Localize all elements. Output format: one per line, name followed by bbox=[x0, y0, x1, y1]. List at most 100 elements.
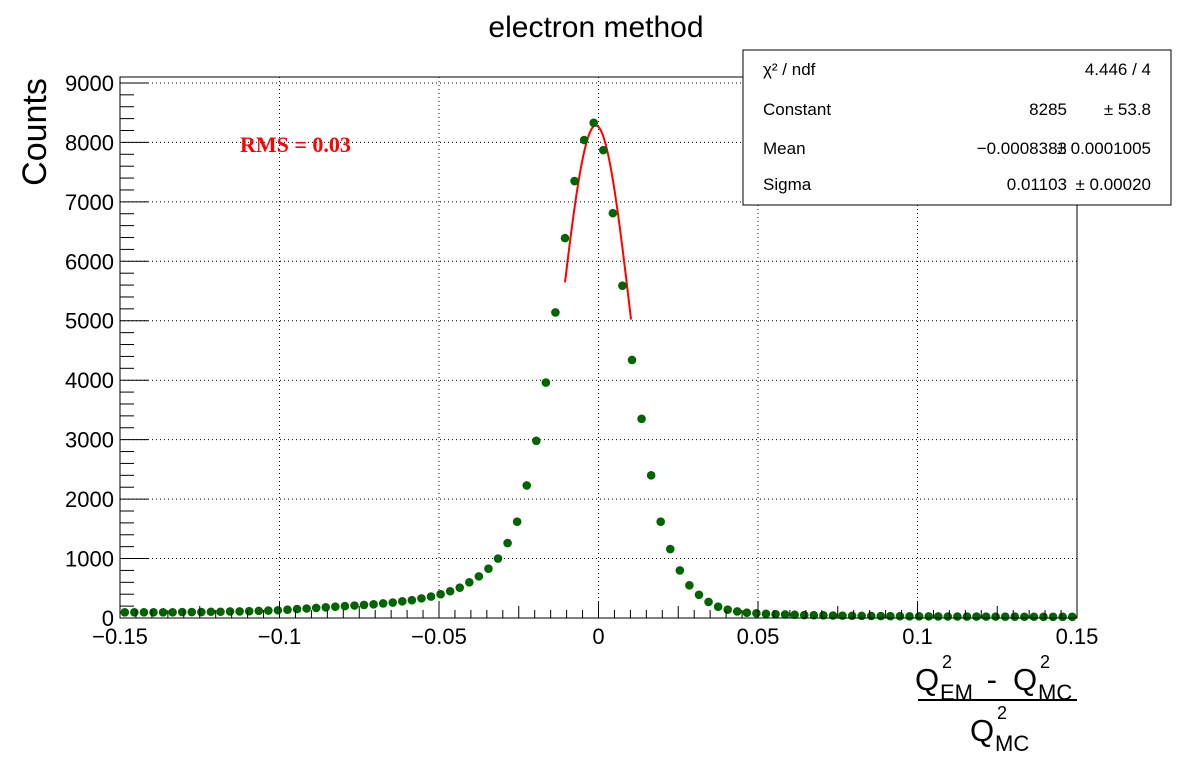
y-tick-label: 5000 bbox=[65, 309, 114, 334]
data-point bbox=[235, 607, 244, 616]
x-num-a-sup: 2 bbox=[942, 652, 952, 672]
x-tick-label: 0 bbox=[592, 624, 604, 649]
x-tick-label: 0.15 bbox=[1056, 624, 1099, 649]
stats-error: ± 0.00020 bbox=[1075, 175, 1151, 194]
data-point bbox=[685, 581, 694, 590]
data-point bbox=[254, 606, 264, 616]
gaussian-fit-curve bbox=[564, 124, 633, 320]
stats-value: 8285 bbox=[1029, 100, 1067, 119]
data-point bbox=[168, 608, 177, 617]
data-point bbox=[637, 414, 646, 424]
data-point bbox=[991, 612, 1000, 621]
rms-annotation: RMS = 0.03 bbox=[240, 132, 351, 157]
y-tick-label: 1000 bbox=[65, 547, 114, 572]
data-point bbox=[149, 608, 158, 617]
stats-error: ± 0.0001005 bbox=[1057, 139, 1151, 158]
data-point bbox=[876, 611, 886, 621]
y-tick-labels: 0 1000 2000 3000 4000 5000 6000 7000 8000 9000 bbox=[65, 71, 114, 631]
data-point bbox=[417, 594, 426, 603]
data-point bbox=[933, 612, 943, 621]
data-point bbox=[206, 607, 216, 617]
x-axis-label: Q 2 EM - Q 2 MC Q 2 MC bbox=[915, 652, 1077, 756]
data-point bbox=[465, 578, 474, 587]
data-point bbox=[283, 605, 292, 614]
data-point bbox=[857, 611, 866, 621]
x-den-a: Q bbox=[970, 713, 994, 748]
y-tick-label: 7000 bbox=[65, 190, 114, 215]
x-tick-label: 0.05 bbox=[737, 624, 780, 649]
data-point bbox=[359, 600, 369, 610]
data-point bbox=[398, 597, 407, 606]
data-point bbox=[503, 538, 512, 548]
data-point bbox=[953, 612, 962, 621]
y-tick-label: 8000 bbox=[65, 130, 114, 155]
data-point bbox=[838, 611, 847, 620]
stats-label: Mean bbox=[763, 139, 806, 158]
x-axis-label-numerator: Q 2 EM - Q 2 MC bbox=[915, 652, 1072, 705]
data-point bbox=[139, 608, 149, 617]
data-point bbox=[828, 611, 838, 620]
stats-error: ± 53.8 bbox=[1104, 100, 1151, 119]
data-point bbox=[627, 355, 637, 365]
x-den-a-sup: 2 bbox=[997, 703, 1007, 723]
data-point bbox=[752, 608, 761, 618]
y-tick-label: 4000 bbox=[65, 368, 114, 393]
data-point bbox=[216, 607, 225, 617]
data-point bbox=[273, 605, 283, 615]
data-point bbox=[225, 607, 235, 616]
data-point bbox=[905, 611, 914, 621]
y-axis-label: Counts bbox=[16, 78, 54, 186]
data-point bbox=[675, 566, 685, 575]
data-point bbox=[579, 135, 589, 145]
data-point bbox=[1048, 612, 1058, 622]
x-axis-label-denominator: Q 2 MC bbox=[970, 703, 1029, 756]
data-point bbox=[981, 612, 991, 621]
data-point bbox=[618, 281, 627, 290]
x-tick-label: 0.1 bbox=[902, 624, 933, 649]
data-point bbox=[704, 597, 713, 607]
x-num-b: Q bbox=[1013, 662, 1037, 697]
data-point bbox=[1010, 612, 1020, 621]
stats-box-frame bbox=[742, 49, 1172, 206]
data-point bbox=[809, 610, 819, 620]
data-point bbox=[474, 572, 484, 581]
data-point bbox=[819, 611, 828, 620]
data-point bbox=[895, 611, 905, 621]
data-point bbox=[551, 308, 560, 317]
data-point bbox=[608, 208, 618, 218]
x-tick-label: −0.15 bbox=[92, 624, 148, 649]
chart-title: electron method bbox=[488, 11, 703, 44]
stats-value: −0.0008383 bbox=[977, 139, 1067, 158]
data-point bbox=[331, 602, 340, 611]
data-point bbox=[292, 604, 302, 614]
data-point bbox=[120, 608, 130, 617]
data-point bbox=[512, 517, 522, 526]
data-point bbox=[761, 609, 771, 619]
stats-label: Sigma bbox=[763, 175, 812, 194]
data-point bbox=[790, 610, 799, 620]
data-point bbox=[1000, 612, 1010, 621]
data-point bbox=[771, 609, 780, 619]
y-tick-label: 6000 bbox=[65, 249, 114, 274]
data-point bbox=[1039, 612, 1048, 622]
x-den-a-sub: MC bbox=[995, 731, 1029, 756]
data-point bbox=[732, 607, 742, 616]
data-point bbox=[321, 603, 331, 612]
data-point bbox=[598, 145, 608, 155]
stats-box: χ² / ndf 4.446 / 4 Constant 8285 ± 53.8 Mean −… bbox=[742, 49, 1172, 206]
data-point bbox=[388, 598, 398, 607]
y-tick-label: 0 bbox=[102, 606, 114, 631]
data-point bbox=[780, 610, 790, 619]
x-num-b-sub: MC bbox=[1038, 680, 1072, 705]
stats-label: Constant bbox=[763, 100, 831, 119]
stats-value: 0.01103 bbox=[1007, 175, 1067, 194]
data-point bbox=[158, 608, 168, 617]
data-point bbox=[847, 611, 857, 621]
data-point bbox=[436, 589, 445, 599]
data-point bbox=[264, 606, 273, 615]
x-tick-label: −0.1 bbox=[258, 624, 301, 649]
data-point bbox=[866, 611, 876, 621]
data-point bbox=[665, 544, 675, 554]
data-point bbox=[532, 436, 541, 446]
